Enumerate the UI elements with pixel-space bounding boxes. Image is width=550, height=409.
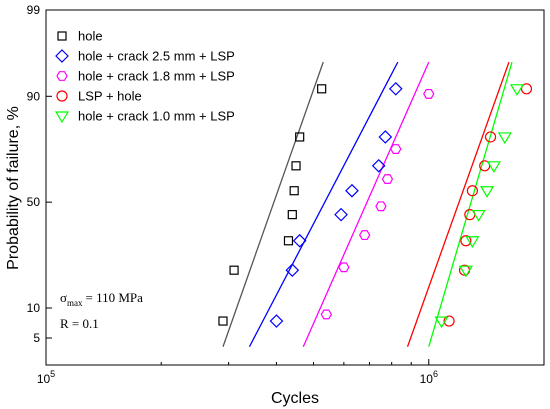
y-tick-label: 90	[27, 89, 41, 103]
fit-line	[302, 61, 430, 348]
data-point	[509, 84, 525, 96]
legend-marker	[57, 31, 67, 41]
data-point	[285, 263, 300, 278]
data-point	[460, 235, 472, 247]
plot-layer: 105 106 5 10 50 90 99	[27, 3, 533, 386]
data-point	[458, 265, 473, 278]
x-tick-label: 106	[420, 369, 438, 386]
data-point	[334, 207, 348, 222]
legend-label: hole + crack 2.5 mm + LSP	[78, 49, 235, 64]
legend-label: hole	[78, 29, 103, 44]
data-point	[317, 84, 327, 94]
data-point	[345, 183, 359, 198]
data-point	[443, 315, 455, 327]
data-point	[520, 83, 533, 95]
data-point	[388, 81, 403, 96]
data-point	[283, 236, 294, 246]
y-axis-title: Probability of failure, %	[5, 106, 22, 270]
legend-marker	[55, 49, 69, 63]
y-tick-label: 5	[33, 331, 40, 345]
data-point	[269, 314, 284, 328]
conditions-annotation: σmax = 110 MPa R = 0.1	[60, 290, 143, 331]
data-point	[378, 130, 393, 144]
legend-label: LSP + hole	[78, 89, 142, 104]
fit-line	[248, 61, 399, 348]
data-point	[292, 233, 307, 248]
data-point	[218, 316, 228, 326]
data-point	[371, 158, 386, 173]
data-point	[480, 186, 495, 198]
data-point	[486, 161, 502, 173]
fit-line	[406, 61, 510, 347]
data-point	[434, 316, 449, 329]
legend-label: hole + crack 1.0 mm + LSP	[78, 109, 235, 124]
ratio-annotation: R = 0.1	[60, 316, 99, 331]
legend: hole hole + crack 2.5 mm + LSP hole + crac…	[54, 29, 235, 124]
y-tick-label: 99	[27, 3, 41, 17]
y-tick-label: 50	[27, 195, 41, 209]
data-point	[423, 88, 435, 99]
data-point	[466, 185, 478, 197]
data-point	[320, 309, 333, 320]
data-point	[229, 265, 239, 275]
data-point	[390, 144, 402, 154]
x-axis-title: Cycles	[271, 390, 319, 407]
sigma-annotation: σmax = 110 MPa	[60, 290, 143, 308]
data-point	[295, 132, 305, 142]
data-point	[381, 174, 394, 184]
fit-line	[428, 61, 513, 347]
data-point	[471, 210, 486, 222]
data-point	[465, 236, 480, 248]
legend-label: hole + crack 1.8 mm + LSP	[78, 69, 235, 84]
legend-marker	[56, 90, 68, 102]
legend-marker	[54, 111, 70, 124]
data-point	[289, 186, 299, 196]
fit-line	[222, 61, 324, 347]
y-tick-label: 10	[27, 301, 41, 315]
data-point	[375, 201, 387, 212]
data-point	[358, 230, 371, 241]
x-tick-label: 105	[37, 369, 55, 386]
data-point	[291, 161, 301, 171]
data-point	[338, 262, 350, 273]
data-point	[287, 210, 297, 220]
legend-marker	[56, 71, 68, 81]
plot-frame	[45, 9, 545, 366]
data-point	[497, 132, 512, 145]
data-point	[484, 131, 497, 143]
